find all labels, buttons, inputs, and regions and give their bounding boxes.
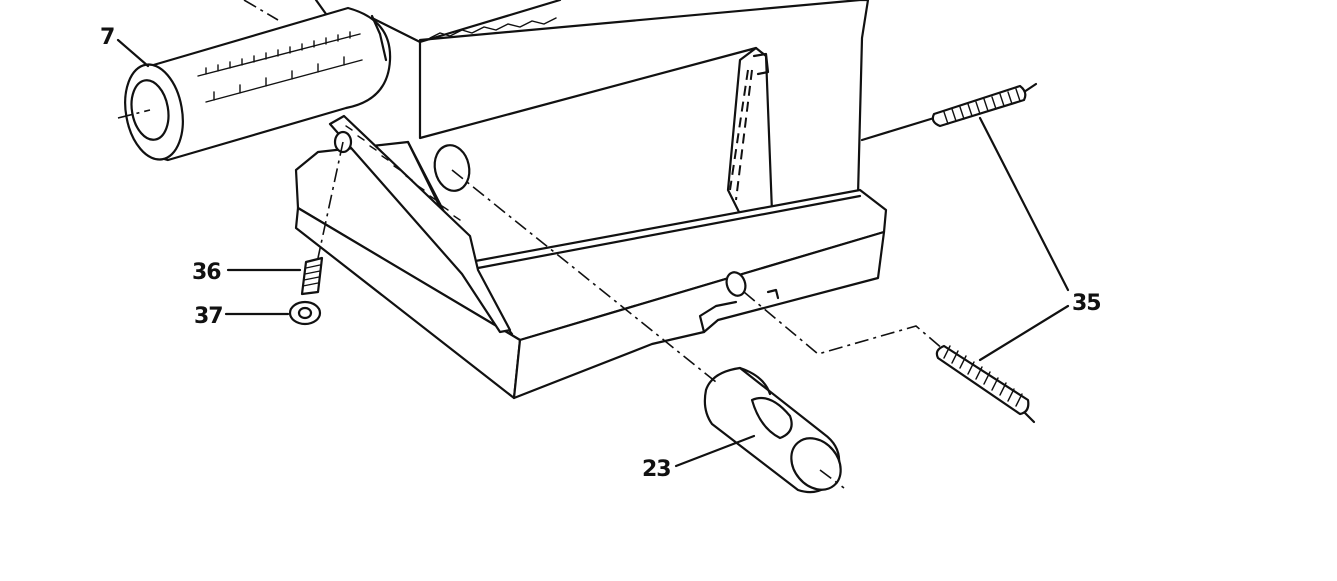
rib-hidden-line xyxy=(729,69,749,191)
part-7-axis-upper xyxy=(243,0,279,21)
leader-7 xyxy=(116,38,150,68)
callout-7: 7 xyxy=(100,25,114,50)
block-axis-exit xyxy=(819,469,845,489)
spring-upper xyxy=(931,84,1027,128)
sleeve-scale-upper xyxy=(197,31,361,77)
callout-35: 35 xyxy=(1072,291,1101,316)
pin-hole-to-spring-line xyxy=(743,291,945,355)
spring-lower xyxy=(935,344,1030,416)
body-upper-block xyxy=(418,0,870,214)
callout-36: 36 xyxy=(192,260,221,285)
set-screw-threads xyxy=(302,264,321,287)
part-36-screw xyxy=(300,256,324,296)
nut-inner xyxy=(297,306,313,320)
base-end-face xyxy=(512,230,886,400)
block-saddle-cut xyxy=(750,396,793,440)
pin-hole-mark xyxy=(766,288,780,300)
set-screw-body xyxy=(300,256,324,296)
gib-rail xyxy=(328,114,512,334)
jaw-serration xyxy=(429,17,557,39)
spring-bottom-exit-line xyxy=(1022,410,1036,424)
base-inner-ledge xyxy=(476,194,862,270)
part-7-sleeve xyxy=(117,0,392,162)
callout-37: 37 xyxy=(194,304,223,329)
part-7-axis xyxy=(117,109,151,119)
base-pin-hole xyxy=(725,271,747,297)
leader-35-lower xyxy=(978,304,1070,362)
spring-lower-body xyxy=(935,344,1030,416)
gib-rail-hatching xyxy=(345,125,461,221)
part-37-nut xyxy=(288,300,322,326)
sleeve-top-stub xyxy=(314,0,328,16)
spring-upper-coils xyxy=(943,88,1021,125)
leader-35-upper xyxy=(978,116,1070,292)
leader-lines xyxy=(116,38,1070,468)
body-top-edge xyxy=(370,0,562,44)
spring-top-axis-line xyxy=(860,116,936,142)
sleeve-collar-line xyxy=(370,14,388,62)
part-23-block xyxy=(703,366,842,494)
assembly-lines xyxy=(317,69,1038,489)
rib-stud xyxy=(752,52,770,76)
base-bore-hole xyxy=(433,144,471,192)
rib-to-base-hidden xyxy=(735,69,753,201)
vise-base xyxy=(294,114,888,400)
spring-lower-coils xyxy=(943,345,1023,407)
spring-upper-body xyxy=(931,84,1027,128)
leader-23 xyxy=(674,434,756,468)
callouts: 7 36 37 35 23 xyxy=(100,25,1102,482)
sleeve-scale-lower xyxy=(205,56,363,103)
base-notch xyxy=(698,300,738,334)
gib-hole-to-36-line xyxy=(317,141,344,259)
spring-top-exit-line xyxy=(1022,82,1038,94)
bore-to-block-line xyxy=(451,169,717,383)
part-35-springs xyxy=(931,84,1030,416)
callout-23: 23 xyxy=(642,457,671,482)
block-top-curve xyxy=(738,366,772,396)
